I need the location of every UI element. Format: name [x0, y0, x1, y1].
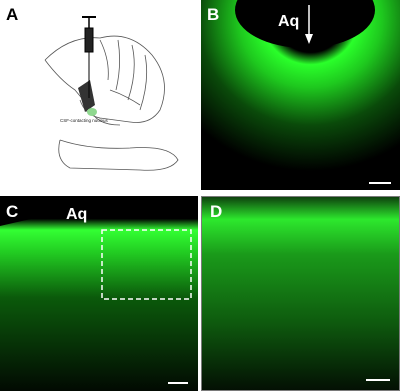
panel-b: B Aq [201, 0, 400, 190]
nucleus-marker [87, 108, 97, 116]
inset-box [101, 229, 192, 300]
fluorescence [0, 203, 198, 391]
annotation: Aq [278, 13, 299, 30]
panel-label: A [6, 5, 18, 24]
panel-bg [0, 0, 198, 190]
panel-bg [201, 196, 400, 391]
panel-d: D [201, 196, 400, 391]
arrowhead [305, 34, 313, 44]
aqueduct [235, 0, 375, 48]
annotation: Aq [66, 206, 87, 223]
panel-label: D [210, 202, 222, 221]
panel-c: C Aq [0, 196, 198, 391]
injection-site [78, 80, 95, 112]
panel-a: A CSF-contacting nucleus [0, 0, 198, 190]
panel-label: B [207, 5, 219, 24]
syringe [82, 16, 96, 98]
annotation: CSF-contacting nucleus [60, 118, 109, 123]
panel-label: C [6, 202, 18, 221]
